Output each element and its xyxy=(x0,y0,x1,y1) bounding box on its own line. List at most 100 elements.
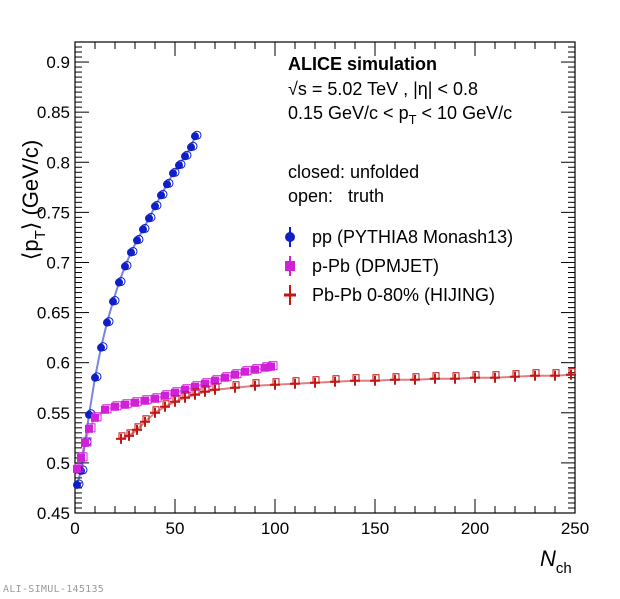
data-point-open-pbpb xyxy=(142,415,150,423)
data-point-open-pbpb xyxy=(312,376,320,384)
data-point-open-pp xyxy=(98,342,108,352)
y-tick-label: 0.8 xyxy=(46,153,70,172)
data-point-open-pbpb xyxy=(372,374,380,382)
x-tick-label: 250 xyxy=(561,519,589,538)
data-point-ppb xyxy=(161,391,169,400)
legend-ppb-marker xyxy=(285,261,295,271)
series-layer xyxy=(73,130,576,489)
data-point-open-pp xyxy=(164,178,174,188)
y-tick-label: 0.65 xyxy=(37,304,70,323)
data-point-open-pbpb xyxy=(252,379,260,387)
series-pp xyxy=(73,130,202,489)
data-point-open-pp xyxy=(74,479,84,489)
data-point-ppb xyxy=(171,388,179,397)
x-tick-labels: 0 50 100 150 200 250 xyxy=(70,519,589,538)
legend-entry-pbpb: Pb-Pb 0-80% (HIJING) xyxy=(284,285,495,305)
y-tick-label: 0.7 xyxy=(46,253,70,272)
y-tick-label: 0.5 xyxy=(46,454,70,473)
data-point-open-pp xyxy=(170,167,180,177)
data-point-open-pp xyxy=(152,200,162,210)
x-tick-label: 100 xyxy=(261,519,289,538)
data-point-open-pbpb xyxy=(272,378,280,386)
legend: pp (PYTHIA8 Monash13) p-Pb (DPMJET) Pb-P… xyxy=(284,227,513,305)
series-ppb-band xyxy=(76,365,272,470)
x-tick-label: 0 xyxy=(70,519,79,538)
data-point-open-pp xyxy=(188,141,198,151)
data-point-open-pbpb xyxy=(202,385,210,393)
legend-entry-pp: pp (PYTHIA8 Monash13) xyxy=(285,227,513,247)
data-point-ppb xyxy=(201,379,209,388)
data-point-open-pbpb xyxy=(292,377,300,385)
data-point-ppb xyxy=(241,367,249,376)
data-point-open-ppb xyxy=(82,437,92,447)
data-point-ppb xyxy=(191,382,199,391)
data-point-ppb xyxy=(77,453,85,462)
header-line-open: open: truth xyxy=(288,186,384,206)
header-title: ALICE simulation xyxy=(288,54,437,74)
data-point-open-pbpb xyxy=(512,370,520,378)
data-point-open-pbpb xyxy=(392,373,400,381)
data-point-open-ppb xyxy=(74,463,84,473)
y-tick-label: 0.45 xyxy=(37,504,70,523)
data-point-open-pbpb xyxy=(412,373,420,381)
data-point-open-ppb xyxy=(268,361,278,371)
data-point-open-pbpb xyxy=(126,429,134,437)
data-point-open-pbpb xyxy=(432,372,440,380)
data-point-open-ppb xyxy=(86,423,96,433)
axis-ticks xyxy=(74,41,576,514)
data-point-ppb xyxy=(211,376,219,385)
data-point-ppb xyxy=(85,424,93,433)
y-tick-label: 0.9 xyxy=(46,53,70,72)
series-ppb xyxy=(73,361,278,473)
data-point-open-pp xyxy=(176,159,186,169)
data-point-open-pbpb xyxy=(332,375,340,383)
figure-id: ALI-SIMUL-145135 xyxy=(3,584,105,595)
data-point-open-pbpb xyxy=(472,371,480,379)
data-point-ppb xyxy=(221,373,229,382)
y-tick-label: 0.55 xyxy=(37,404,70,423)
data-point-open-pbpb xyxy=(532,369,540,377)
x-axis-title: Nch xyxy=(540,546,572,577)
data-point-open-pbpb xyxy=(352,374,360,382)
y-tick-labels: 0.45 0.5 0.55 0.6 0.65 0.7 0.75 0.8 0.85 0.9 xyxy=(37,53,70,523)
data-point-open-pbpb xyxy=(172,395,180,403)
x-tick-label: 50 xyxy=(166,519,185,538)
data-point-open-pp xyxy=(182,150,192,160)
data-point-open-pbpb xyxy=(192,388,200,396)
data-point-open-pp xyxy=(110,296,120,306)
data-point-ppb xyxy=(131,398,139,407)
data-point-open-pp xyxy=(192,130,202,140)
data-point-open-pp xyxy=(116,277,126,287)
data-point-open-pp xyxy=(92,372,102,382)
data-point-open-pp xyxy=(140,223,150,233)
data-point-open-pbpb xyxy=(162,400,170,408)
data-point-ppb xyxy=(101,405,109,414)
data-point-open-ppb xyxy=(92,412,102,422)
data-point-ppb xyxy=(111,402,119,411)
data-point-ppb xyxy=(251,365,259,374)
data-point-open-pp xyxy=(146,212,156,222)
y-tick-label: 0.75 xyxy=(37,203,70,222)
data-point-open-pbpb xyxy=(134,423,142,431)
data-point-open-pp xyxy=(158,189,168,199)
legend-pbpb-label: Pb-Pb 0-80% (HIJING) xyxy=(312,285,495,305)
data-point-ppb xyxy=(261,363,269,372)
series-pp-band xyxy=(76,135,196,486)
data-point-ppb xyxy=(141,396,149,405)
y-tick-label: 0.6 xyxy=(46,354,70,373)
data-point-open-pbpb xyxy=(492,371,500,379)
data-point-ppb xyxy=(73,464,81,473)
y-tick-label: 0.85 xyxy=(37,103,70,122)
data-point-open-pp xyxy=(122,260,132,270)
data-point-ppb xyxy=(121,400,129,409)
y-axis-title: ⟨pT⟩ (GeV/c) xyxy=(18,140,49,260)
data-point-open-pp xyxy=(104,317,114,327)
data-point-ppb xyxy=(91,413,99,422)
data-point-ppb xyxy=(231,370,239,379)
series-pbpb xyxy=(116,368,576,444)
legend-pp-label: pp (PYTHIA8 Monash13) xyxy=(312,227,513,247)
data-point-open-pbpb xyxy=(182,391,190,399)
data-point-ppb xyxy=(181,385,189,394)
header-line-pt-range: 0.15 GeV/c < pT < 10 GeV/c xyxy=(288,103,512,127)
